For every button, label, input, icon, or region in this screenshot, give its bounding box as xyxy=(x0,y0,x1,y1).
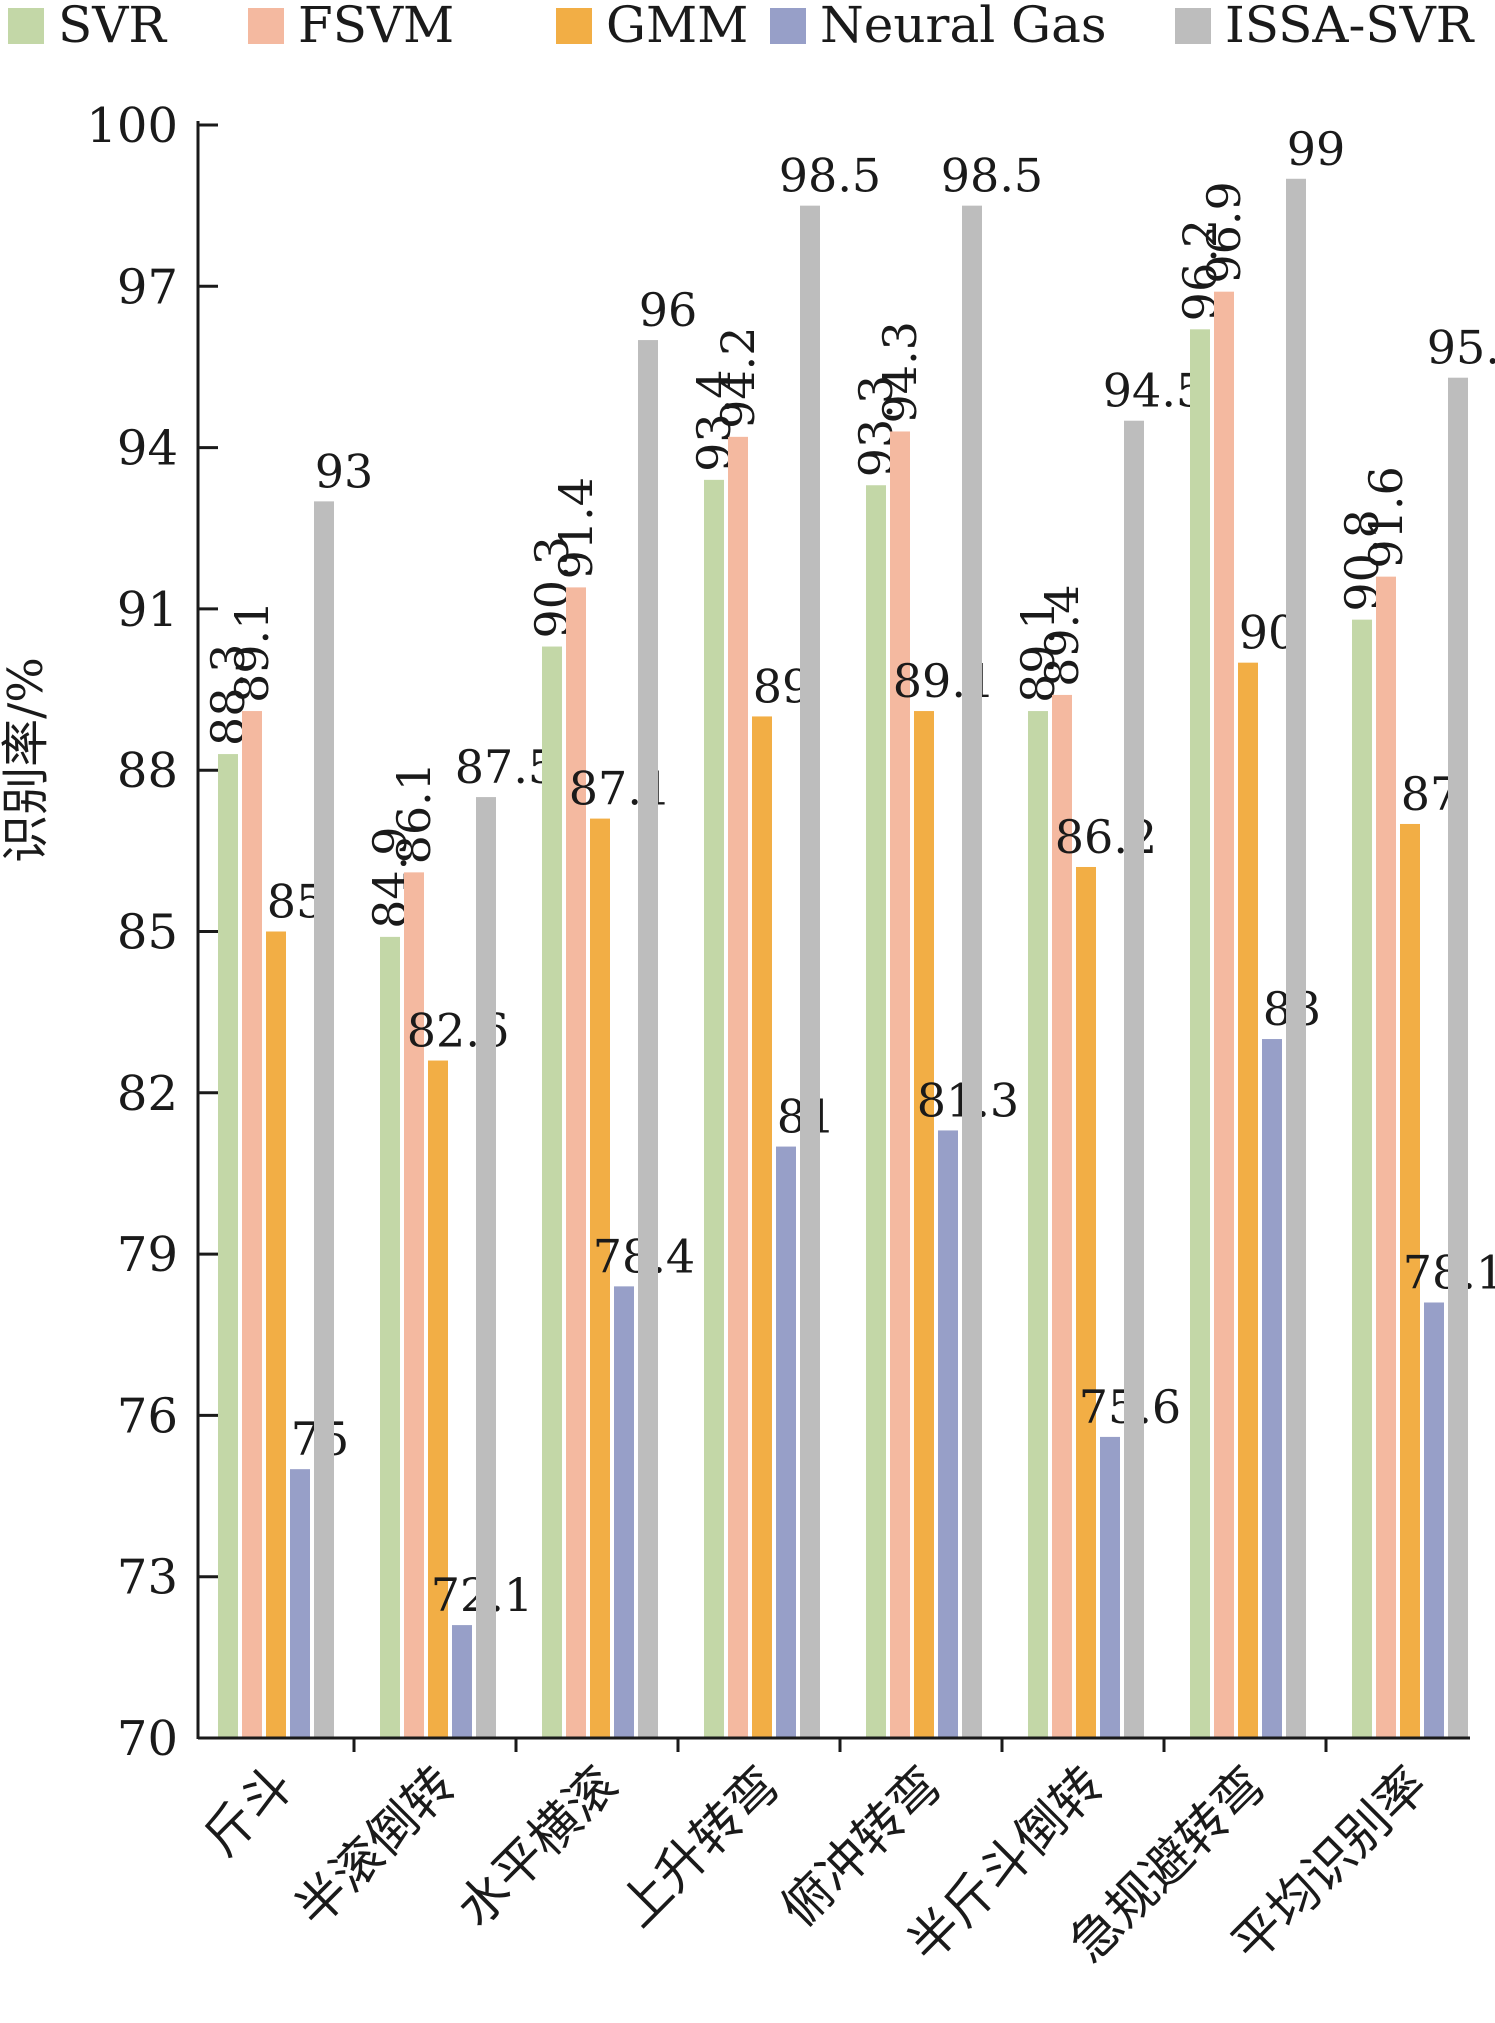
y-tick-label-100: 100 xyxy=(86,98,178,154)
value-label-issa-svr-5: 94.5 xyxy=(1103,364,1205,418)
value-label-issa-svr-6: 99 xyxy=(1287,122,1346,176)
value-label-fsvm-6: 96.9 xyxy=(1197,181,1251,283)
bar-issa-svr-0 xyxy=(314,501,334,1738)
bar-neural-gas-1 xyxy=(452,1625,472,1738)
bar-gmm-4 xyxy=(914,711,934,1738)
legend-swatch-neural-gas xyxy=(770,8,806,44)
bar-issa-svr-2 xyxy=(638,340,658,1739)
value-label-fsvm-0: 89.1 xyxy=(225,601,279,703)
y-tick-label-73: 73 xyxy=(117,1550,178,1606)
legend: SVR FSVM GMM Neural Gas ISSA-SVR xyxy=(8,0,1475,54)
y-tick-label-82: 82 xyxy=(117,1066,178,1122)
bar-issa-svr-1 xyxy=(476,797,496,1738)
bar-fsvm-0 xyxy=(242,711,262,1738)
bar-gmm-2 xyxy=(590,818,610,1738)
bar-gmm-7 xyxy=(1400,823,1420,1738)
bar-neural-gas-4 xyxy=(938,1130,958,1738)
legend-label-issa-svr: ISSA-SVR xyxy=(1225,0,1475,54)
value-label-issa-svr-1: 87.5 xyxy=(455,740,557,794)
value-label-issa-svr-0: 93 xyxy=(315,444,374,498)
y-tick-label-91: 91 xyxy=(117,582,178,638)
legend-label-fsvm: FSVM xyxy=(298,0,454,54)
bar-neural-gas-7 xyxy=(1424,1302,1444,1738)
value-label-issa-svr-4: 98.5 xyxy=(941,149,1043,203)
bar-fsvm-2 xyxy=(566,587,586,1738)
bar-svr-5 xyxy=(1028,711,1048,1738)
bar-issa-svr-6 xyxy=(1286,178,1306,1739)
legend-label-neural-gas: Neural Gas xyxy=(820,0,1107,54)
y-tick-label-88: 88 xyxy=(117,743,178,799)
x-tick-label-1: 半滚倒转 xyxy=(284,1755,466,1937)
bar-fsvm-5 xyxy=(1052,694,1072,1738)
bar-neural-gas-6 xyxy=(1262,1039,1282,1738)
value-label-fsvm-2: 91.4 xyxy=(549,477,603,579)
bar-fsvm-1 xyxy=(404,872,424,1738)
y-tick-label-79: 79 xyxy=(117,1227,178,1283)
bar-fsvm-3 xyxy=(728,436,748,1738)
legend-swatch-issa-svr xyxy=(1175,8,1211,44)
bar-neural-gas-0 xyxy=(290,1469,310,1738)
bar-gmm-3 xyxy=(752,716,772,1738)
bar-svr-6 xyxy=(1190,329,1210,1738)
y-tick-label-85: 85 xyxy=(117,905,178,961)
y-tick-label-97: 97 xyxy=(117,259,178,315)
value-label-issa-svr-7: 95.3 xyxy=(1427,321,1495,375)
x-tick-label-2: 水平横滚 xyxy=(446,1755,628,1937)
value-label-fsvm-5: 89.4 xyxy=(1035,585,1089,687)
bar-issa-svr-4 xyxy=(962,205,982,1738)
bar-gmm-5 xyxy=(1076,866,1096,1738)
bar-issa-svr-3 xyxy=(800,205,820,1738)
plot-area: 88.389.185759384.986.182.672.187.590.391… xyxy=(201,122,1495,1739)
bar-svr-2 xyxy=(542,646,562,1739)
value-label-svr-5: 89.1 xyxy=(1011,601,1065,703)
bar-fsvm-7 xyxy=(1376,576,1396,1738)
x-tick-label-0: 斤斗 xyxy=(193,1755,305,1867)
bar-gmm-0 xyxy=(266,931,286,1738)
legend-label-svr: SVR xyxy=(58,0,167,54)
value-label-fsvm-7: 91.6 xyxy=(1359,466,1413,568)
bar-svr-3 xyxy=(704,479,724,1738)
bar-fsvm-6 xyxy=(1214,291,1234,1739)
value-label-fsvm-3: 94.2 xyxy=(711,326,765,428)
y-tick-label-70: 70 xyxy=(117,1711,178,1767)
y-tick-label-94: 94 xyxy=(117,421,178,477)
legend-label-gmm: GMM xyxy=(606,0,748,54)
value-label-issa-svr-2: 96 xyxy=(639,283,698,337)
y-tick-label-76: 76 xyxy=(117,1388,178,1444)
legend-swatch-svr xyxy=(8,8,44,44)
bar-fsvm-4 xyxy=(890,431,910,1739)
bar-gmm-6 xyxy=(1238,662,1258,1738)
legend-swatch-gmm xyxy=(556,8,592,44)
bar-svr-1 xyxy=(380,936,400,1738)
bar-svr-0 xyxy=(218,754,238,1738)
x-tick-label-3: 上升转弯 xyxy=(608,1755,790,1937)
value-label-fsvm-4: 94.3 xyxy=(873,321,927,423)
legend-swatch-fsvm xyxy=(248,8,284,44)
bar-svr-7 xyxy=(1352,619,1372,1738)
value-label-issa-svr-3: 98.5 xyxy=(779,149,881,203)
y-axis-title: 识别率/% xyxy=(0,657,54,863)
bar-neural-gas-3 xyxy=(776,1146,796,1738)
bar-gmm-1 xyxy=(428,1060,448,1738)
value-label-fsvm-1: 86.1 xyxy=(387,762,441,864)
bar-svr-4 xyxy=(866,485,886,1738)
bar-issa-svr-7 xyxy=(1448,377,1468,1738)
bar-neural-gas-2 xyxy=(614,1286,634,1738)
bar-issa-svr-5 xyxy=(1124,420,1144,1738)
bar-neural-gas-5 xyxy=(1100,1436,1120,1738)
